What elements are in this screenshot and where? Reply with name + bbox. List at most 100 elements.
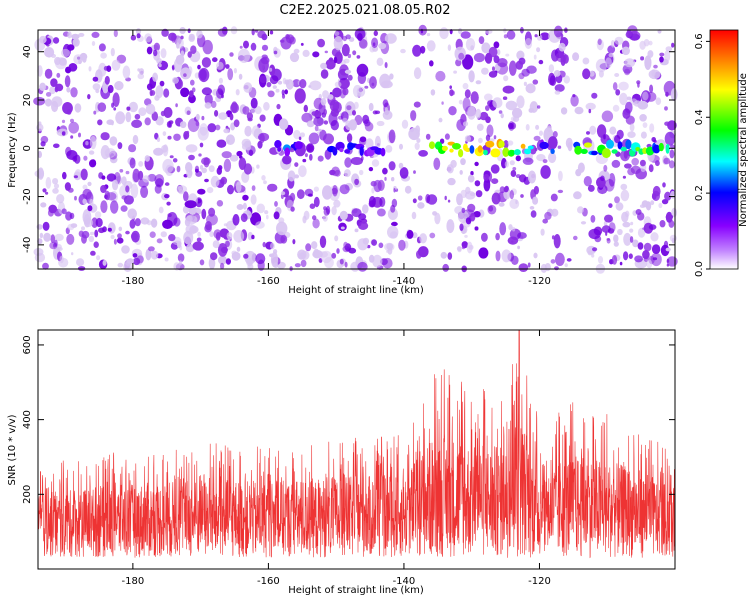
heatmap-cell — [498, 202, 505, 207]
heatmap-cell — [188, 154, 195, 161]
signal-band-cell — [332, 147, 338, 156]
heatmap-cell — [179, 245, 183, 251]
heatmap-cell — [237, 48, 251, 64]
heatmap-cell — [268, 67, 273, 72]
heatmap-cell — [323, 120, 329, 125]
heatmap-cell — [230, 122, 236, 131]
heatmap-cell — [648, 69, 661, 80]
signal-band-cell — [527, 145, 534, 150]
heatmap-cell — [156, 58, 163, 64]
heatmap-cell — [61, 119, 66, 124]
heatmap-cell — [610, 40, 615, 48]
heatmap-cell — [67, 44, 75, 51]
heatmap-cell — [78, 230, 84, 237]
heatmap-cell — [467, 203, 476, 213]
heatmap-cell — [42, 221, 50, 231]
heatmap-cell — [313, 116, 324, 127]
heatmap-cell — [91, 31, 100, 38]
heatmap-cell — [240, 213, 248, 223]
heatmap-cell — [459, 223, 464, 231]
heatmap-cell — [107, 222, 116, 234]
heatmap-cell — [220, 262, 225, 270]
heatmap-cell — [391, 198, 398, 208]
heatmap-cell — [478, 36, 485, 45]
y-tick-label: 200 — [22, 485, 33, 504]
heatmap-cell — [71, 252, 74, 256]
heatmap-cell — [448, 106, 457, 116]
signal-band-cell — [359, 146, 364, 157]
heatmap-cell — [343, 241, 348, 249]
heatmap-cell — [476, 123, 484, 131]
heatmap-cell — [382, 99, 389, 108]
heatmap-frame — [37, 29, 676, 270]
heatmap-cell — [588, 70, 595, 77]
heatmap-cell — [81, 234, 87, 244]
heatmap-cell — [131, 119, 143, 128]
heatmap-cell — [651, 244, 661, 255]
heatmap-cell — [306, 143, 315, 153]
heatmap-cell — [496, 49, 501, 56]
heatmap-cell — [260, 56, 270, 65]
heatmap-cell — [273, 50, 278, 55]
heatmap-cell — [456, 246, 462, 252]
heatmap-cell — [304, 153, 308, 158]
heatmap-cell — [212, 57, 218, 63]
heatmap-cell — [365, 138, 374, 150]
heatmap-cell — [540, 228, 545, 236]
heatmap-cell — [110, 47, 115, 57]
heatmap-cell — [460, 31, 471, 39]
heatmap-cell — [136, 33, 141, 39]
heatmap-cell — [639, 159, 646, 167]
heatmap-cell — [330, 120, 339, 131]
heatmap-cell — [229, 113, 234, 121]
heatmap-cell — [662, 182, 666, 188]
heatmap-cell — [601, 110, 614, 123]
heatmap-cell — [185, 215, 198, 225]
heatmap-cell — [242, 106, 250, 115]
heatmap-cell — [492, 66, 495, 71]
heatmap-cell — [90, 250, 96, 256]
heatmap-cell — [417, 202, 425, 209]
heatmap-cell — [149, 89, 153, 97]
heatmap-cell — [447, 252, 453, 260]
heatmap-cell — [42, 262, 49, 270]
heatmap-cell — [333, 199, 341, 208]
heatmap-cell — [149, 231, 156, 238]
x-tick-label: -120 — [528, 576, 551, 587]
heatmap-cell — [212, 240, 220, 249]
heatmap-cell — [208, 207, 216, 217]
heatmap-cell — [82, 188, 92, 200]
heatmap-cell — [347, 74, 353, 81]
heatmap-cell — [348, 119, 357, 131]
heatmap-cell — [462, 54, 474, 70]
heatmap-cell — [270, 242, 275, 250]
heatmap-cell — [137, 73, 145, 80]
heatmap-cell — [351, 208, 362, 218]
heatmap-cell — [592, 247, 598, 252]
signal-band-cell — [458, 149, 464, 158]
heatmap-cell — [158, 206, 164, 214]
heatmap-cell — [130, 34, 137, 41]
heatmap-cell — [293, 48, 300, 54]
heatmap-cell — [112, 92, 120, 107]
heatmap-cell — [246, 209, 250, 215]
heatmap-cell — [564, 263, 568, 268]
heatmap-cell — [485, 134, 491, 142]
signal-band-cell — [583, 142, 592, 148]
heatmap-cell — [100, 132, 110, 141]
heatmap-cell — [555, 252, 565, 266]
heatmap-cell — [412, 44, 422, 57]
heatmap-cell — [312, 51, 320, 58]
heatmap-cell — [401, 119, 409, 129]
heatmap-cell — [363, 119, 371, 127]
heatmap-cell — [649, 84, 654, 94]
heatmap-cell — [481, 67, 489, 75]
heatmap-cell — [554, 90, 561, 95]
heatmap-cell — [522, 157, 534, 165]
heatmap-cell — [515, 155, 521, 162]
heatmap-cell — [486, 124, 494, 138]
heatmap-cell — [317, 155, 324, 162]
heatmap-cell — [388, 129, 396, 144]
heatmap-cell — [348, 247, 357, 254]
heatmap-cell — [339, 210, 348, 221]
